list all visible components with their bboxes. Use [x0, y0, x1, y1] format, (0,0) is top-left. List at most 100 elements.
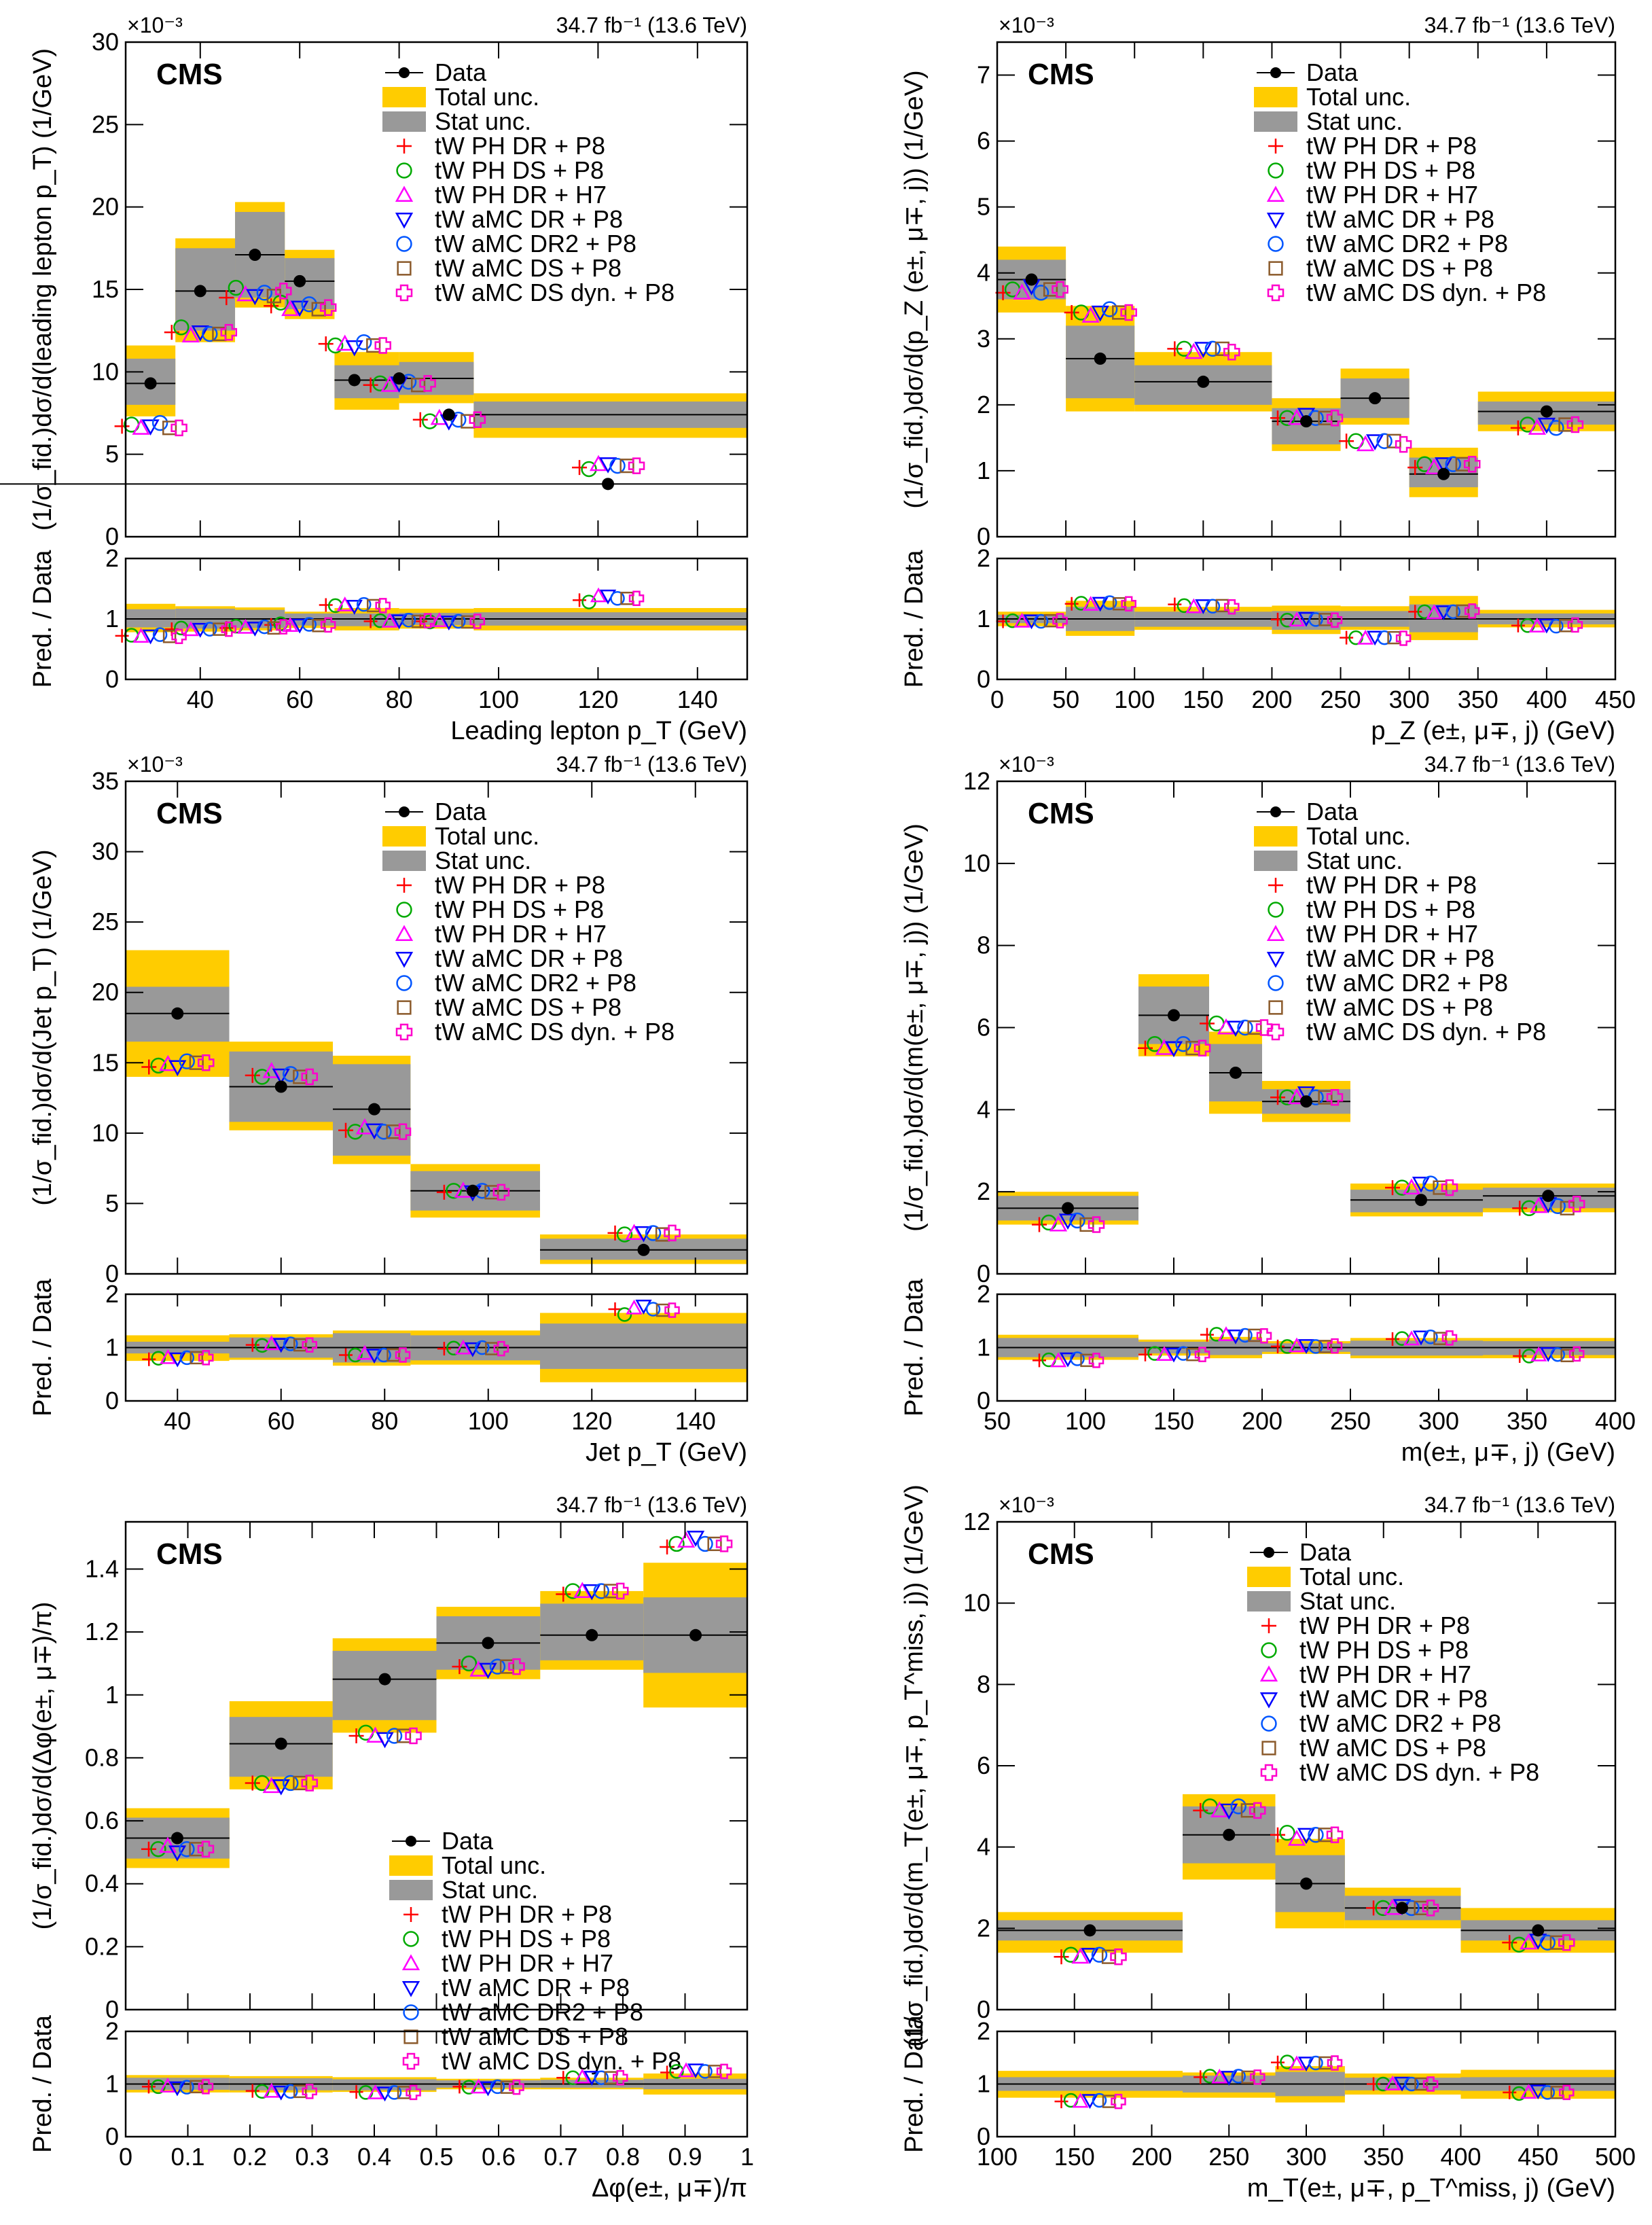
ytick-label: 10 [963, 1589, 990, 1617]
ratio-model-point [1155, 1346, 1173, 1361]
xtick-label: 450 [1595, 686, 1636, 713]
model-point [1326, 1826, 1344, 1843]
model-point [564, 1583, 581, 1599]
legend-model-marker [395, 951, 414, 968]
legend-model-label: tW aMC DS + P8 [1306, 993, 1493, 1021]
xtick-label: 500 [1595, 2143, 1636, 2171]
ratio-model-point [1231, 2069, 1246, 2084]
ratio-model-point [406, 2084, 421, 2101]
legend-stat-swatch [382, 851, 426, 871]
ratio-model-point [293, 2084, 307, 2099]
y-axis-label: (1/σ_fid.)dσ/d(Δφ(e±, μ∓)/π) [29, 1602, 57, 1930]
xtick-label: 250 [1321, 686, 1361, 713]
ratio-model-point [452, 2080, 467, 2094]
model-point [327, 337, 344, 354]
legend-stat-label: Stat unc. [1306, 107, 1403, 135]
xtick-label: 300 [1418, 1407, 1459, 1435]
model-point [1193, 1039, 1211, 1056]
model-point [1193, 1802, 1208, 1818]
ytick-label: 5 [977, 193, 990, 221]
model-point [345, 340, 363, 357]
legend-model-label: tW aMC DS + P8 [1306, 254, 1493, 282]
ratio-model-point [263, 2082, 280, 2098]
legend-model-marker [1268, 236, 1284, 252]
ratio-model-point [1288, 2055, 1306, 2071]
ratio-ytick-label: 0 [977, 665, 990, 693]
ratio-model-point [469, 613, 486, 629]
ratio-model-point [500, 2080, 514, 2094]
y-axis-label: (1/σ_fid.)dσ/d(leading lepton p_T) (1/Ge… [29, 48, 57, 531]
legend-model-marker [1268, 139, 1283, 154]
legend-model-marker [397, 261, 412, 276]
ratio-ytick-label: 2 [977, 544, 990, 572]
legend-stat-label: Stat unc. [1299, 1587, 1396, 1615]
model-point [607, 1225, 623, 1241]
xtick-label: 300 [1389, 686, 1430, 713]
ratio-model-point [356, 1345, 374, 1360]
xtick-label: 0.3 [295, 2143, 329, 2171]
y-axis-label: (1/σ_fid.)dσ/d(m(e±, μ∓, j)) (1/GeV) [900, 823, 929, 1232]
ratio-model-point [1441, 1330, 1458, 1346]
ratio-y-axis-label: Pred. / Data [900, 1278, 929, 1417]
model-point [1463, 455, 1481, 473]
ratio-model-point [1318, 2056, 1332, 2070]
xtick-label: 150 [1054, 2143, 1095, 2171]
ratio-model-point [1426, 604, 1443, 620]
ratio-model-point [1082, 596, 1099, 611]
legend-model-marker [395, 284, 413, 302]
ratio-model-point [1503, 2085, 1517, 2099]
ratio-ytick-label: 0 [105, 2122, 119, 2150]
model-point [581, 461, 597, 478]
ytick-label: 10 [963, 849, 990, 877]
model-point [1194, 342, 1213, 358]
ratio-y-axis-label: Pred. / Data [29, 1278, 57, 1417]
main-frame [996, 41, 1617, 538]
model-point [1200, 1016, 1215, 1031]
data-point [1300, 1877, 1312, 1890]
ratio-model-point [1568, 1346, 1585, 1362]
ratio-model-point [363, 614, 378, 628]
ratio-model-point [1549, 618, 1564, 634]
legend-data-label: Data [1306, 798, 1359, 825]
data-point [1300, 1095, 1312, 1108]
ratio-model-point [1217, 1326, 1235, 1341]
ratio-model-point [1250, 2069, 1265, 2085]
ratio-model-point [1367, 2077, 1381, 2091]
ratio-model-point [451, 613, 466, 629]
legend-model-label: tW PH DS + P8 [1299, 1636, 1469, 1664]
ratio-model-point [485, 1342, 499, 1355]
ratio-model-point [1186, 1347, 1200, 1361]
model-point [1088, 1216, 1105, 1233]
model-point [1407, 460, 1423, 476]
model-point [697, 1535, 713, 1552]
model-point [508, 1658, 525, 1675]
ratio-model-point [1377, 630, 1392, 645]
data-point [1369, 392, 1382, 405]
data-point [1197, 375, 1210, 388]
legend-stat-swatch [1254, 851, 1297, 871]
panel-5: 0 0.2 0.4 0.6 0.8 1 1.2 1.4 CMS 34.7 fb⁻¹ (13.6 T… [29, 1493, 754, 2203]
model-point [1058, 1213, 1077, 1230]
legend-total-swatch [1254, 826, 1297, 847]
model-point [1435, 457, 1453, 474]
model-point [1167, 341, 1183, 357]
legend-total-label: Total unc. [1306, 822, 1411, 850]
ytick-label: 10 [92, 357, 119, 385]
model-point [141, 1841, 156, 1857]
ratio-model-point [1193, 2070, 1208, 2084]
ratio-ytick-label: 1 [105, 605, 119, 633]
ratio-model-point [1423, 1330, 1438, 1345]
ratio-model-point [716, 2063, 732, 2080]
model-point [1425, 458, 1443, 475]
model-point [170, 419, 187, 437]
model-point [1422, 1175, 1439, 1192]
model-point [197, 1840, 215, 1857]
legend-stat-label: Stat unc. [435, 847, 531, 874]
ratio-ytick-label: 2 [977, 1280, 990, 1308]
model-point [1455, 457, 1470, 471]
x-axis-label: p_Z (e±, μ∓, j) (GeV) [1371, 717, 1615, 745]
ytick-label: 0 [977, 1260, 990, 1287]
